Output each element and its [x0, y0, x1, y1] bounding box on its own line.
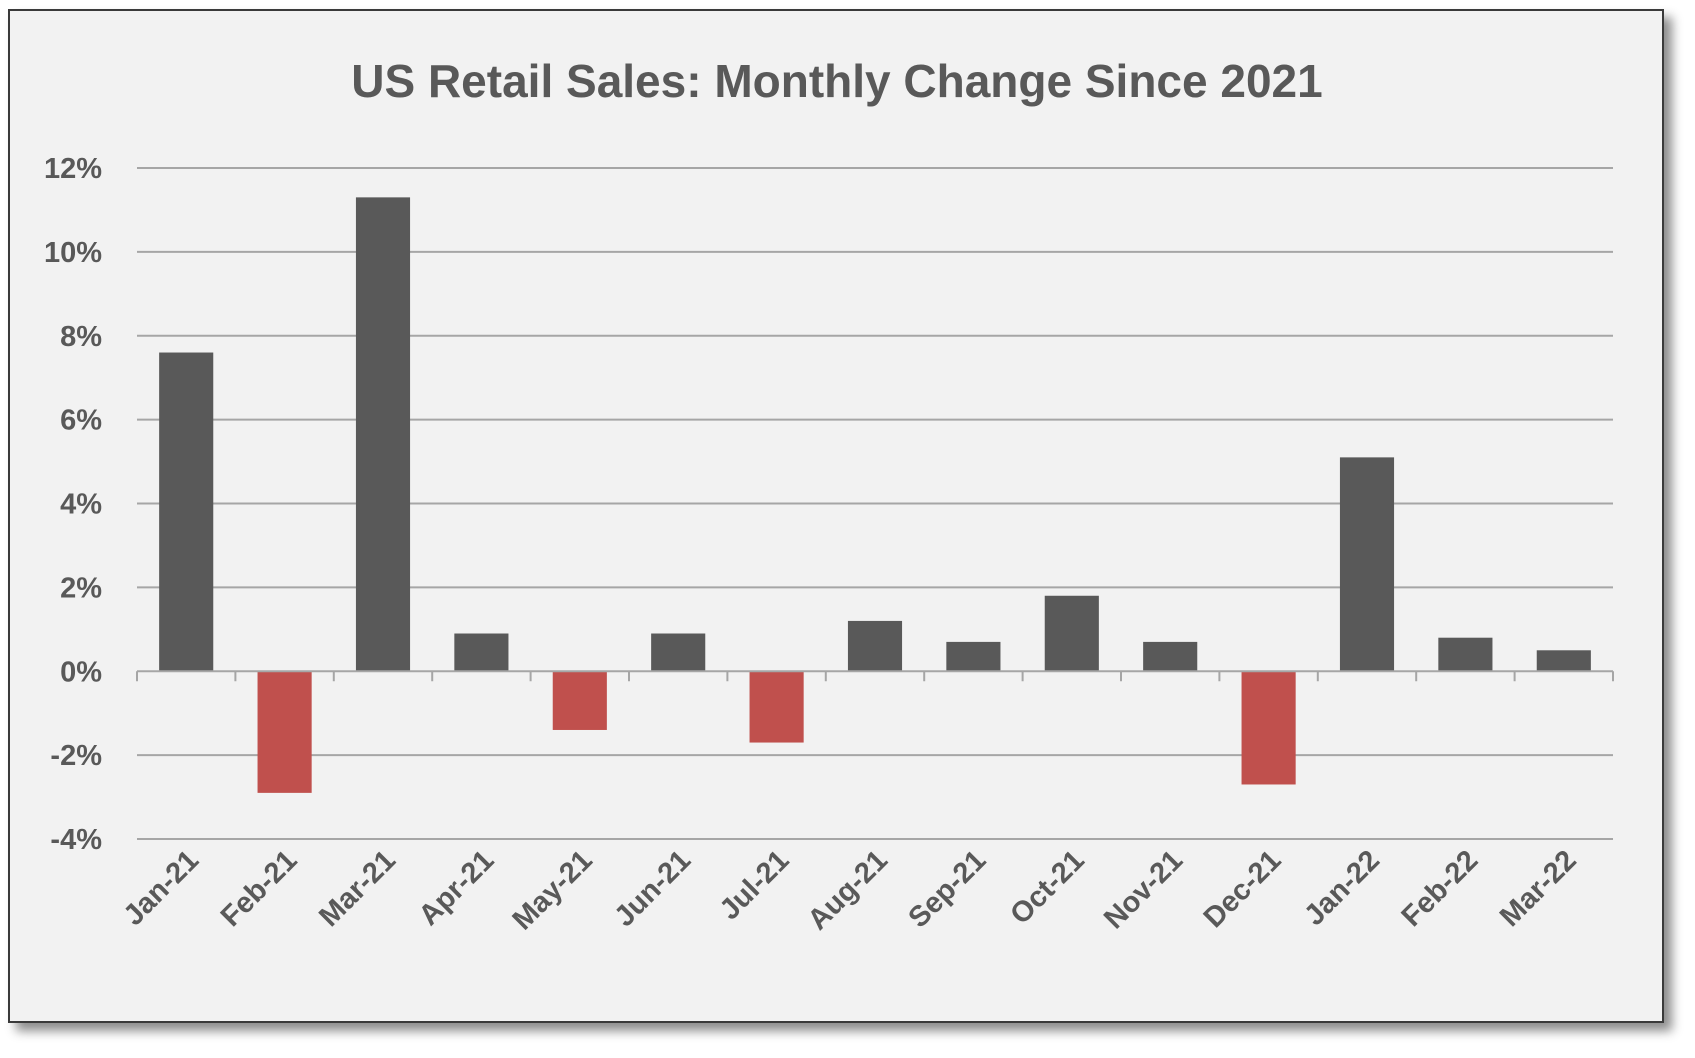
x-tick-label: May-21 — [507, 844, 599, 936]
bar-mar-21 — [355, 197, 411, 672]
x-tick-label: Dec-21 — [1198, 844, 1288, 934]
x-tick-label: Mar-22 — [1494, 844, 1583, 933]
y-tick-label: 12% — [44, 153, 102, 185]
bar-jun-21 — [651, 633, 706, 672]
y-tick-label: 8% — [60, 321, 102, 353]
bar-jul-21 — [749, 671, 804, 743]
y-tick-label: 2% — [60, 572, 102, 604]
bar-jan-22 — [1339, 457, 1395, 672]
y-tick-label: -4% — [50, 824, 102, 856]
y-tick-label: -2% — [50, 740, 102, 772]
bar-apr-21 — [454, 633, 509, 672]
x-tick-label: Sep-21 — [902, 844, 992, 934]
y-tick-label: 4% — [60, 489, 102, 521]
x-axis — [136, 670, 1614, 682]
bar-feb-22 — [1438, 637, 1493, 672]
x-tick-label: Feb-21 — [215, 844, 304, 933]
x-tick-label: Jan-21 — [118, 844, 206, 932]
y-tick-label: 10% — [44, 237, 102, 269]
y-tick-label: 0% — [60, 656, 102, 688]
x-tick-label: Jan-22 — [1298, 844, 1386, 932]
y-tick-label: 6% — [60, 405, 102, 437]
chart-title: US Retail Sales: Monthly Change Since 20… — [351, 55, 1322, 107]
bar-oct-21 — [1044, 595, 1099, 672]
bars — [159, 197, 1591, 793]
x-tick-label: Apr-21 — [413, 844, 501, 932]
bar-feb-21 — [257, 671, 312, 793]
bar-dec-21 — [1241, 671, 1296, 785]
x-tick-label: Jul-21 — [714, 844, 796, 926]
x-axis-ticks: Jan-21 Feb-21 Mar-21 Apr-21 May-21 Jun-21 Jul-… — [118, 844, 1583, 936]
bar-jan-21 — [159, 352, 214, 672]
x-tick-label: Nov-21 — [1098, 844, 1189, 935]
bar-sep-21 — [946, 641, 1001, 672]
bar-mar-22 — [1536, 650, 1591, 672]
x-tick-label: Oct-21 — [1004, 844, 1090, 930]
x-tick-label: Mar-21 — [313, 844, 402, 933]
bar-may-21 — [552, 671, 607, 730]
x-tick-label: Aug-21 — [802, 844, 894, 936]
x-tick-label: Jun-21 — [608, 844, 697, 933]
x-tick-label: Feb-22 — [1396, 844, 1485, 933]
y-axis-ticks: 12% 10% 8% 6% 4% 2% 0% -2% -4% — [44, 153, 102, 856]
bar-nov-21 — [1143, 641, 1198, 672]
bar-aug-21 — [847, 620, 903, 672]
